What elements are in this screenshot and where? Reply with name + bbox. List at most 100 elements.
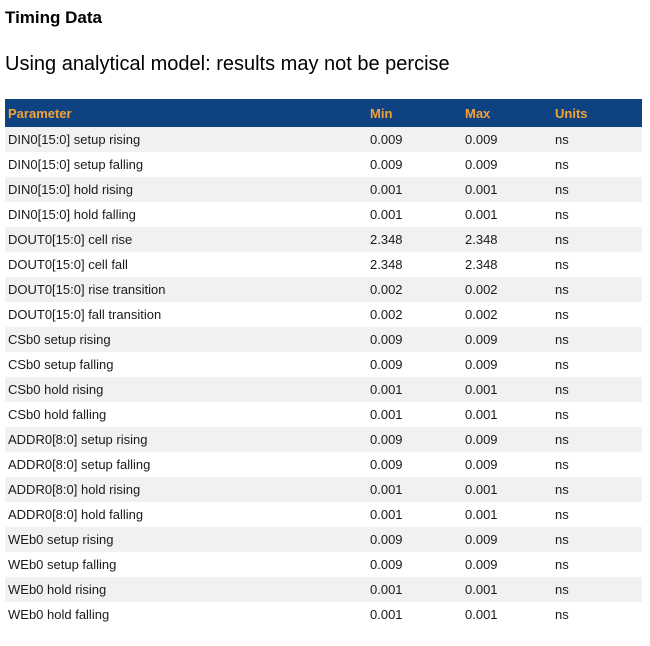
table-row: ADDR0[8:0] hold falling 0.001 0.001 ns [5,502,642,528]
timing-data-table: Parameter Min Max Units DIN0[15:0] setup… [5,99,642,628]
column-header-min: Min [367,99,462,128]
cell-parameter: DOUT0[15:0] fall transition [8,307,162,323]
cell-parameter: DOUT0[15:0] cell fall [8,257,128,273]
cell-min: 0.009 [370,532,403,548]
cell-min: 2.348 [370,232,403,248]
cell-units: ns [555,532,569,548]
cell-units: ns [555,357,569,373]
cell-units: ns [555,407,569,423]
cell-units: ns [555,482,569,498]
page-title: Timing Data [5,8,102,27]
table-row: DIN0[15:0] setup falling 0.009 0.009 ns [5,152,642,178]
cell-max: 0.001 [465,182,498,198]
cell-min: 0.002 [370,282,403,298]
cell-parameter: CSb0 setup rising [8,332,111,348]
cell-max: 0.009 [465,457,498,473]
cell-max: 0.009 [465,432,498,448]
table-row: DIN0[15:0] hold rising 0.001 0.001 ns [5,177,642,203]
cell-min: 0.001 [370,182,403,198]
cell-min: 0.009 [370,557,403,573]
cell-max: 0.009 [465,132,498,148]
cell-parameter: WEb0 setup falling [8,557,117,573]
table-row: ADDR0[8:0] setup falling 0.009 0.009 ns [5,452,642,478]
cell-parameter: ADDR0[8:0] setup rising [8,432,148,448]
table-row: WEb0 hold falling 0.001 0.001 ns [5,602,642,628]
cell-max: 0.009 [465,157,498,173]
table-row: DOUT0[15:0] fall transition 0.002 0.002 ns [5,302,642,328]
cell-parameter: ADDR0[8:0] hold falling [8,507,144,523]
cell-parameter: WEb0 setup rising [8,532,114,548]
table-row: WEb0 hold rising 0.001 0.001 ns [5,577,642,603]
cell-min: 0.002 [370,307,403,323]
cell-units: ns [555,132,569,148]
cell-max: 0.001 [465,207,498,223]
table-row: DOUT0[15:0] rise transition 0.002 0.002 ns [5,277,642,303]
cell-min: 0.001 [370,482,403,498]
cell-max: 0.009 [465,557,498,573]
table-row: CSb0 setup falling 0.009 0.009 ns [5,352,642,378]
cell-parameter: ADDR0[8:0] setup falling [8,457,151,473]
cell-parameter: DOUT0[15:0] rise transition [8,282,166,298]
table-row: DIN0[15:0] hold falling 0.001 0.001 ns [5,202,642,228]
cell-parameter: DIN0[15:0] setup falling [8,157,144,173]
cell-units: ns [555,507,569,523]
cell-parameter: CSb0 setup falling [8,357,114,373]
cell-parameter: WEb0 hold falling [8,607,110,623]
cell-max: 0.001 [465,482,498,498]
table-row: CSb0 hold rising 0.001 0.001 ns [5,377,642,403]
cell-max: 0.001 [465,407,498,423]
cell-min: 0.001 [370,507,403,523]
cell-max: 0.001 [465,582,498,598]
cell-min: 0.009 [370,332,403,348]
cell-min: 0.009 [370,432,403,448]
cell-max: 2.348 [465,257,498,273]
cell-min: 0.001 [370,382,403,398]
table-row: WEb0 setup falling 0.009 0.009 ns [5,552,642,578]
cell-min: 0.001 [370,207,403,223]
table-row: CSb0 hold falling 0.001 0.001 ns [5,402,642,428]
cell-max: 0.009 [465,357,498,373]
cell-max: 0.001 [465,507,498,523]
cell-units: ns [555,607,569,623]
cell-units: ns [555,182,569,198]
cell-min: 0.001 [370,607,403,623]
table-header-row: Parameter Min Max Units [5,99,642,128]
cell-min: 2.348 [370,257,403,273]
cell-max: 0.001 [465,382,498,398]
cell-units: ns [555,282,569,298]
table-row: DOUT0[15:0] cell rise 2.348 2.348 ns [5,227,642,253]
cell-parameter: WEb0 hold rising [8,582,107,598]
cell-min: 0.009 [370,357,403,373]
table-row: DIN0[15:0] setup rising 0.009 0.009 ns [5,127,642,153]
report-page: Timing Data Using analytical model: resu… [5,8,642,628]
cell-units: ns [555,232,569,248]
cell-units: ns [555,157,569,173]
cell-max: 0.002 [465,282,498,298]
cell-parameter: DIN0[15:0] setup rising [8,132,141,148]
cell-parameter: ADDR0[8:0] hold rising [8,482,141,498]
cell-parameter: CSb0 hold rising [8,382,104,398]
cell-min: 0.001 [370,407,403,423]
table-row: DOUT0[15:0] cell fall 2.348 2.348 ns [5,252,642,278]
table-row: ADDR0[8:0] hold rising 0.001 0.001 ns [5,477,642,503]
timing-table-body: DIN0[15:0] setup rising 0.009 0.009 ns DIN0[… [5,127,642,628]
cell-units: ns [555,307,569,323]
cell-parameter: DIN0[15:0] hold rising [8,182,134,198]
cell-parameter: DOUT0[15:0] cell rise [8,232,133,248]
cell-units: ns [555,382,569,398]
table-row: CSb0 setup rising 0.009 0.009 ns [5,327,642,353]
cell-units: ns [555,457,569,473]
cell-min: 0.009 [370,157,403,173]
cell-max: 2.348 [465,232,498,248]
cell-min: 0.009 [370,132,403,148]
cell-parameter: CSb0 hold falling [8,407,107,423]
cell-min: 0.009 [370,457,403,473]
column-header-units: Units [552,99,642,128]
cell-units: ns [555,582,569,598]
cell-units: ns [555,207,569,223]
cell-parameter: DIN0[15:0] hold falling [8,207,136,223]
cell-units: ns [555,332,569,348]
cell-units: ns [555,257,569,273]
cell-min: 0.001 [370,582,403,598]
cell-max: 0.001 [465,607,498,623]
